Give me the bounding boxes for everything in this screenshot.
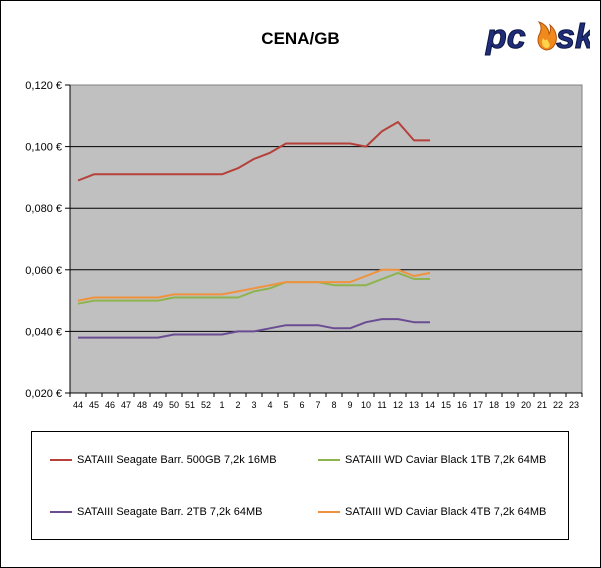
x-tick-label: 51	[185, 400, 195, 410]
x-tick-label: 2	[235, 400, 240, 410]
x-tick-label: 49	[153, 400, 163, 410]
x-tick-label: 8	[331, 400, 336, 410]
legend-item-wd-4tb: SATAIII WD Caviar Black 4TB 7,2k 64MB	[318, 506, 546, 518]
legend: SATAIII Seagate Barr. 500GB 7,2k 16MB SA…	[31, 431, 569, 540]
series-lines	[77, 121, 431, 339]
legend-label: SATAIII WD Caviar Black 1TB 7,2k 64MB	[345, 454, 547, 466]
x-tick-label: 11	[377, 400, 386, 410]
x-tick-label: 19	[505, 400, 515, 410]
x-tick-label: 16	[457, 400, 467, 410]
x-tick-label: 13	[409, 400, 419, 410]
chart-title: CENA/GB	[261, 29, 340, 48]
gridlines	[70, 146, 582, 332]
x-tick-label: 22	[553, 400, 563, 410]
x-tick-label: 17	[473, 400, 483, 410]
x-tick-label: 46	[105, 400, 115, 410]
legend-item-seagate-500gb: SATAIII Seagate Barr. 500GB 7,2k 16MB	[50, 454, 277, 466]
y-tick-label: 0,040 €	[25, 326, 62, 338]
x-tick-label: 3	[251, 400, 256, 410]
y-tick-label: 0,120 €	[25, 80, 62, 92]
legend-item-wd-1tb: SATAIII WD Caviar Black 1TB 7,2k 64MB	[318, 454, 546, 466]
legend-label: SATAIII Seagate Barr. 2TB 7,2k 64MB	[77, 506, 263, 518]
x-tick-label: 4	[267, 400, 272, 410]
flame-icon	[537, 21, 557, 51]
x-tick-label: 9	[347, 400, 352, 410]
series-line-1	[77, 271, 430, 305]
x-tick-label: 12	[393, 400, 403, 410]
x-tick-label: 10	[361, 400, 371, 410]
legend-swatch	[50, 511, 72, 514]
plot-area	[69, 84, 583, 394]
x-tick-label: 1	[219, 400, 224, 410]
y-tick-label: 0,060 €	[25, 265, 62, 277]
x-tick-label: 15	[441, 400, 451, 410]
y-axis: 0,020 € 0,040 € 0,060 € 0,080 € 0,100 € 0,120…	[25, 80, 71, 400]
legend-label: SATAIII Seagate Barr. 500GB 7,2k 16MB	[77, 454, 277, 466]
x-tick-label: 44	[73, 400, 83, 410]
legend-swatch	[318, 459, 340, 462]
series-line-3	[77, 268, 431, 302]
legend-item-seagate-2tb: SATAIII Seagate Barr. 2TB 7,2k 64MB	[50, 506, 262, 518]
x-tick-label: 50	[169, 400, 179, 410]
x-tick-label: 6	[299, 400, 304, 410]
x-tick-label: 48	[137, 400, 147, 410]
legend-label: SATAIII WD Caviar Black 4TB 7,2k 64MB	[345, 506, 547, 518]
series-line-2	[78, 318, 430, 339]
y-tick-label: 0,100 €	[25, 142, 62, 154]
x-tick-label: 23	[569, 400, 579, 410]
x-tick-label: 45	[89, 400, 99, 410]
x-tick-label: 5	[283, 400, 288, 410]
logo-text-right: sk	[556, 18, 590, 56]
pctuning-logo: pc sk	[485, 18, 591, 57]
x-tick-label: 20	[521, 400, 531, 410]
x-tick-label: 21	[537, 400, 547, 410]
series-line-0	[77, 121, 430, 182]
legend-swatch	[318, 511, 340, 514]
y-tick-label: 0,020 €	[25, 388, 62, 400]
x-tick-label: 14	[425, 400, 435, 410]
legend-swatch	[50, 459, 72, 462]
x-tick-label: 47	[121, 400, 131, 410]
x-tick-label: 18	[489, 400, 499, 410]
x-axis: 44 45 46 47 48 49 50 51 52 1 2 3 4 5 6 7 8 9 10 11 12 13 14 15 1…	[69, 392, 583, 410]
y-tick-label: 0,080 €	[25, 203, 62, 215]
x-tick-label: 7	[315, 400, 320, 410]
x-tick-label: 52	[201, 400, 211, 410]
logo-text-left: pc	[485, 18, 526, 56]
line-chart: 0,020 € 0,040 € 0,060 € 0,080 € 0,100 € 0,120…	[25, 80, 583, 410]
